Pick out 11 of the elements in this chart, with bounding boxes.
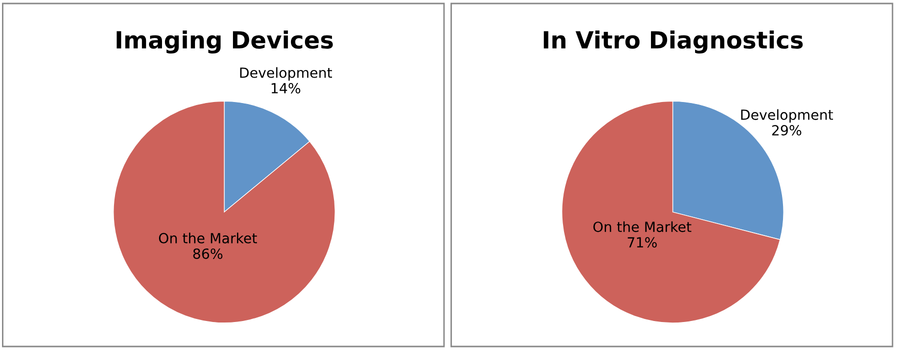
- data-label: 71%: [628, 237, 657, 248]
- data-label: 86%: [193, 248, 222, 259]
- chart-title: Imaging Devices: [116, 30, 333, 54]
- slice-label: On the Market: [158, 232, 257, 244]
- pie-slice: [113, 100, 336, 324]
- chart-title: In Vitro Diagnostics: [544, 30, 803, 54]
- slice-label: Development: [240, 67, 332, 81]
- slice-label: Development: [741, 109, 834, 123]
- data-label: 29%: [772, 125, 802, 136]
- slice-label: On the Market: [593, 221, 692, 232]
- data-label: 14%: [272, 82, 300, 94]
